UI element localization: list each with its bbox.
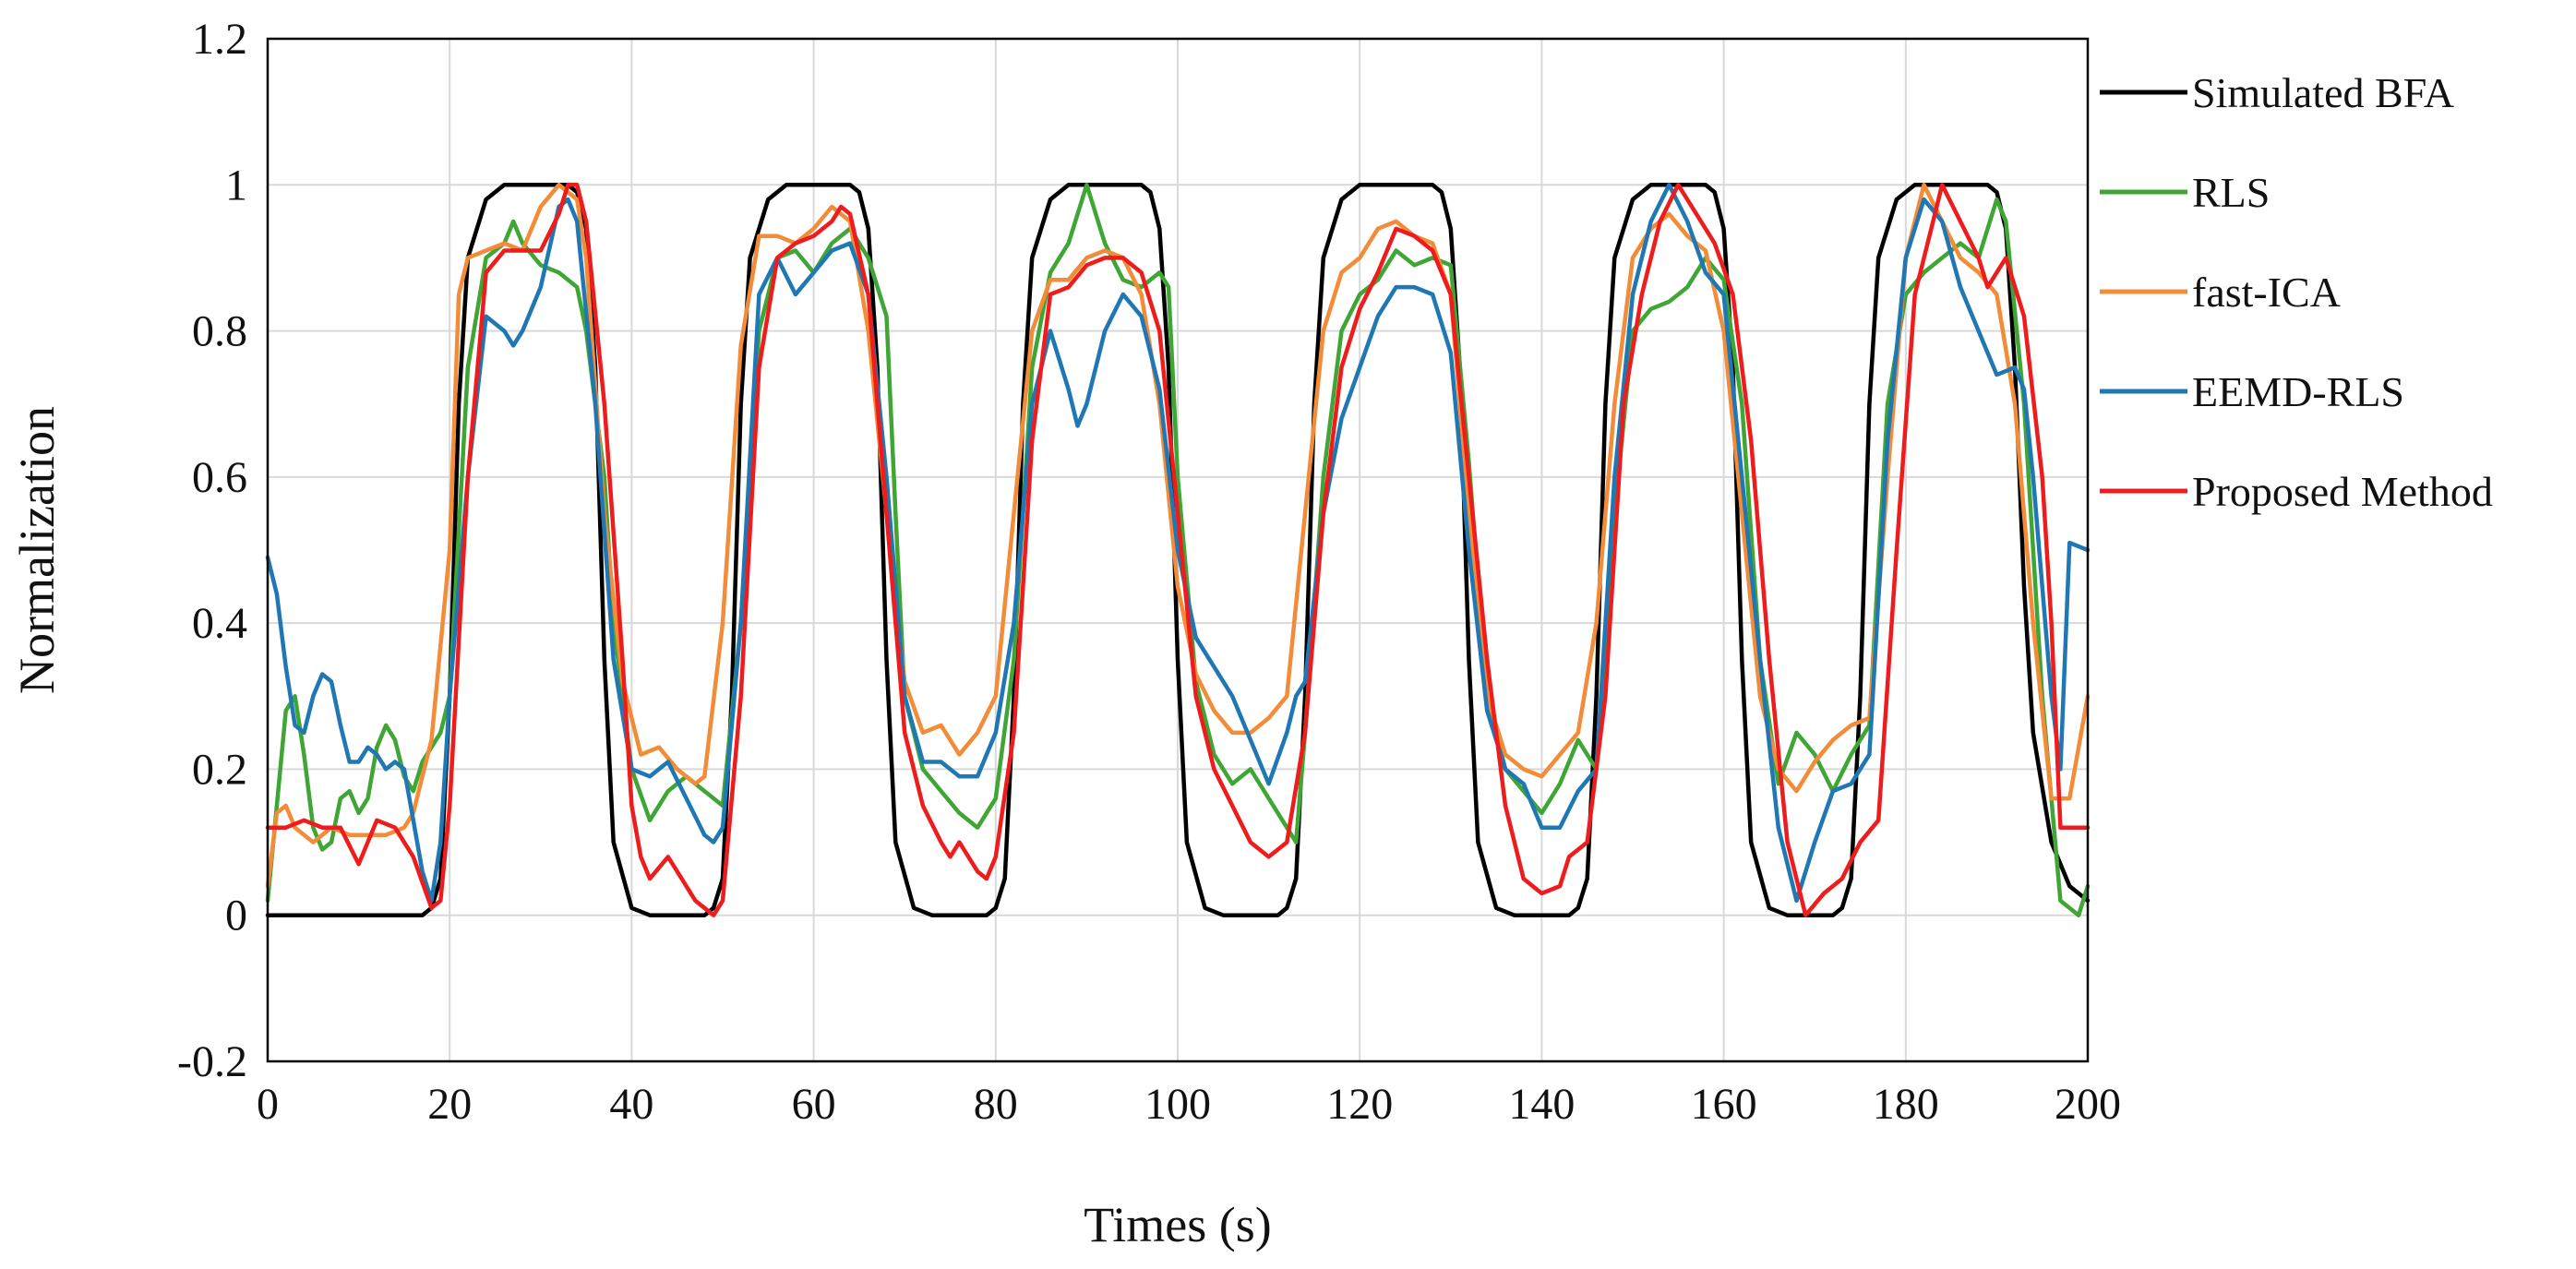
axes <box>266 37 2090 1063</box>
y-tick-label: 0.4 <box>192 599 247 648</box>
x-tick-label: 140 <box>1508 1080 1575 1129</box>
y-tick-label: 0.8 <box>192 307 247 356</box>
x-tick-label: 120 <box>1326 1080 1393 1129</box>
legend-label: fast-ICA <box>2192 269 2341 316</box>
y-axis-title: Normalization <box>9 406 65 694</box>
y-tick-label: 0.2 <box>192 745 247 794</box>
y-tick-label: 1.2 <box>192 15 247 64</box>
series-line-proposed-method <box>265 183 2091 917</box>
x-axis-title: Times (s) <box>1084 1197 1272 1252</box>
legend: Simulated BFA RLS fast-ICA EEMD-RLS Proposed… <box>2100 69 2493 515</box>
x-tick-label: 200 <box>2055 1080 2121 1129</box>
x-tick-label: 100 <box>1144 1080 1211 1129</box>
x-tick-label: 160 <box>1691 1080 1757 1129</box>
legend-label: Proposed Method <box>2192 468 2493 515</box>
legend-label: EEMD-RLS <box>2192 368 2404 415</box>
x-tick-label: 180 <box>1873 1080 1939 1129</box>
series-line-eemd-rls <box>265 183 2091 904</box>
series-lines <box>265 183 2091 917</box>
y-tick-label: -0.2 <box>177 1037 247 1086</box>
x-tick-label: 0 <box>257 1080 279 1129</box>
x-tick-label: 40 <box>609 1080 653 1129</box>
x-tick-label: 60 <box>792 1080 836 1129</box>
legend-label: Simulated BFA <box>2192 69 2454 116</box>
y-tick-label: 1 <box>225 161 247 210</box>
y-tick-label: 0 <box>225 892 247 940</box>
y-tick-label: 0.6 <box>192 453 247 502</box>
legend-label: RLS <box>2192 169 2270 216</box>
x-tick-label: 80 <box>974 1080 1018 1129</box>
y-axis-tick-labels: -0.2 0 0.2 0.4 0.6 0.8 1 1.2 <box>177 15 247 1086</box>
x-tick-label: 20 <box>427 1080 472 1129</box>
x-axis-tick-labels: 0 20 40 60 80 100 120 140 160 180 200 <box>257 1080 2121 1129</box>
series-line-simulated-bfa <box>265 183 2091 917</box>
plot-frame <box>266 37 2090 1063</box>
